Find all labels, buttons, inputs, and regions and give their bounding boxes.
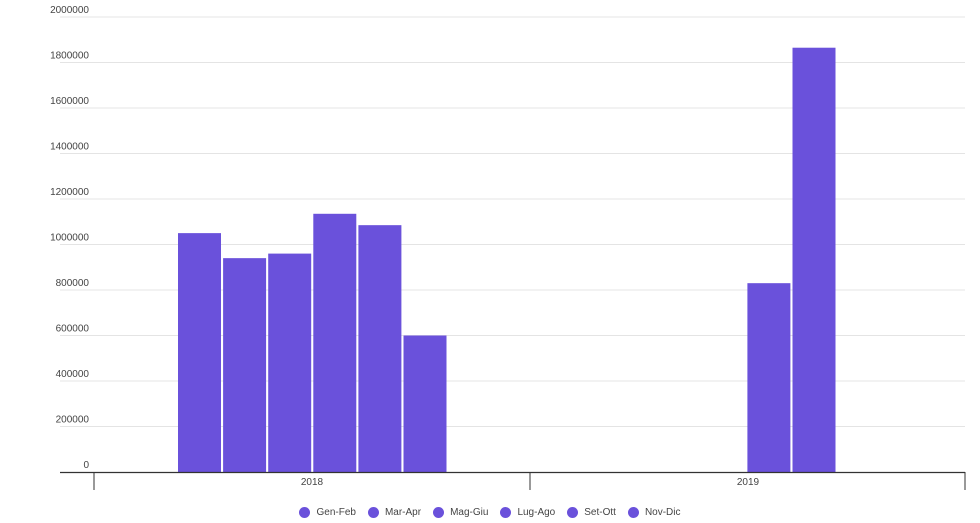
x-category-label: 2018 (301, 477, 324, 488)
bar-mag-giu-2018 (268, 253, 312, 472)
bar-mar-apr-2018 (223, 258, 267, 472)
legend-swatch (367, 506, 379, 518)
x-axis: 2018 2019 (60, 471, 966, 490)
y-tick-label: 0 (83, 460, 89, 471)
legend-label: Nov-Dic (644, 506, 681, 518)
legend-label: Set-Ott (584, 506, 616, 518)
bar-set-ott-2019 (747, 283, 791, 472)
y-tick-label: 2000000 (50, 5, 89, 16)
bar-chart: 0 200000 400000 600000 800000 1000000 1200000 1… (50, 5, 966, 490)
y-tick-label: 800000 (56, 278, 90, 289)
legend-item: Set-Ott (567, 506, 616, 518)
y-tick-label: 1000000 (50, 233, 89, 244)
y-tick-label: 1600000 (50, 96, 89, 107)
x-category-label: 2019 (737, 477, 760, 488)
legend-item: Gen-Feb (299, 506, 356, 518)
legend-label: Gen-Feb (316, 506, 356, 518)
legend-swatch (500, 506, 512, 518)
y-tick-label: 600000 (56, 324, 90, 335)
legend-label: Mar-Apr (384, 506, 422, 518)
y-tick-label: 1200000 (50, 187, 89, 198)
bar-gen-feb-2018 (178, 233, 221, 472)
legend-item: Lug-Ago (500, 506, 556, 518)
y-tick-label: 1800000 (50, 51, 89, 62)
legend-item: Mar-Apr (367, 506, 422, 518)
legend-item: Mag-Giu (433, 506, 489, 518)
legend-swatch (299, 506, 311, 518)
bar-lug-ago-2018 (313, 213, 357, 472)
y-tick-label: 400000 (56, 369, 90, 380)
legend-swatch (567, 506, 579, 518)
legend-item: Nov-Dic (627, 506, 681, 518)
y-tick-label: 200000 (56, 415, 90, 426)
legend-label: Lug-Ago (517, 506, 556, 518)
bar-nov-dic-2018 (403, 335, 447, 472)
legend-label: Mag-Giu (450, 506, 489, 518)
legend: Gen-Feb Mar-Apr Mag-Giu Lug-Ago Set-Ott Nov-D… (0, 503, 980, 521)
legend-swatch (627, 506, 639, 518)
legend-swatch (433, 506, 445, 518)
bars (178, 47, 836, 473)
y-tick-label: 1400000 (50, 142, 89, 153)
bar-nov-dic-2019 (792, 47, 836, 473)
y-axis-ticks: 0 200000 400000 600000 800000 1000000 1200000 1… (50, 5, 89, 471)
bar-set-ott-2018 (358, 225, 402, 472)
